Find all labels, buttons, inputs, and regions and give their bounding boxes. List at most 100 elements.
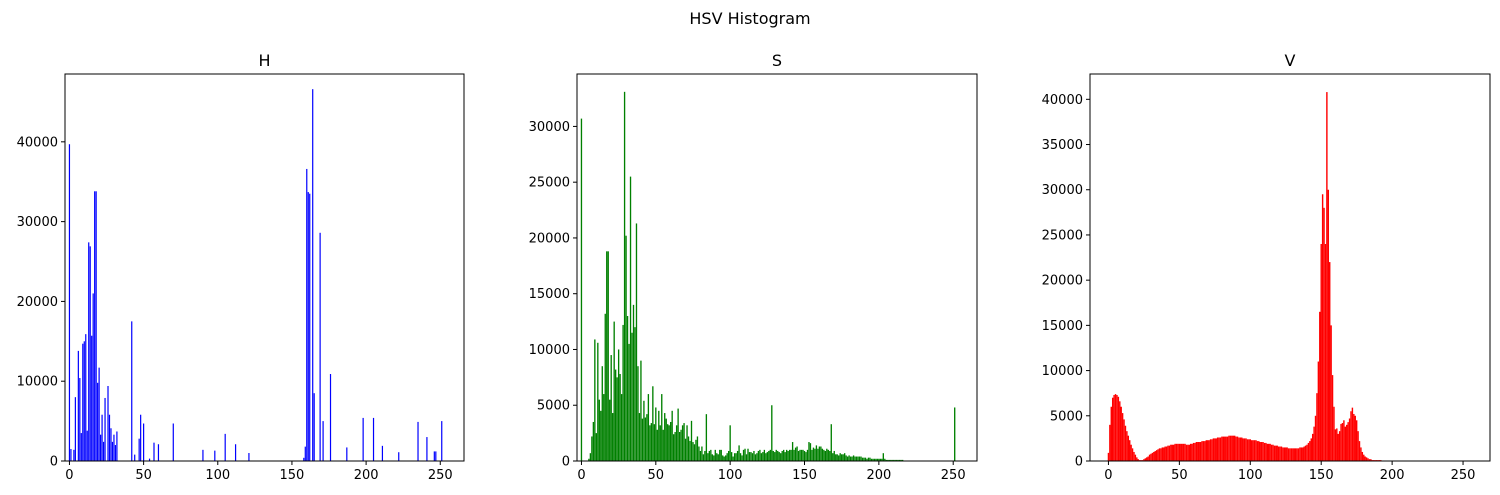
histogram-bar [1110,406,1112,461]
histogram-bar [900,459,902,461]
x-tick-label: 250 [941,468,966,483]
histogram-bar [888,459,890,461]
histogram-bar [858,456,861,461]
histogram-bar [690,420,693,461]
histogram-bar [787,450,789,461]
histogram-bar [1229,435,1232,461]
histogram-bar [1124,425,1127,461]
histogram-bar [629,176,632,462]
histogram-bar [594,339,596,461]
subplot-title: S [772,51,782,70]
histogram-bar [824,450,826,461]
histogram-bar [818,446,821,461]
histogram-bar [954,407,956,461]
histogram-bar [876,458,879,461]
histogram-bar [426,437,428,461]
histogram-bar [736,450,739,461]
histogram-bar [1297,448,1300,461]
histogram-bar [595,433,597,461]
histogram-bar [1256,441,1259,461]
histogram-bar [1197,442,1199,461]
histogram-bar [83,341,85,461]
histogram-bar [723,456,725,461]
y-tick-label: 35000 [1042,138,1083,153]
histogram-bar [80,433,82,461]
histogram-bar [172,423,174,461]
histogram-bar [1209,439,1212,461]
histogram-bar [852,455,855,461]
histogram-bar [1334,429,1337,461]
histogram-bar [1260,442,1263,461]
histogram-bar [138,438,140,461]
histogram-bar [699,450,702,461]
histogram-bar [644,417,647,461]
histogram-bar [1265,442,1267,461]
histogram-bar [1364,456,1366,461]
histogram-bar [1277,446,1280,461]
histogram-bar [1207,440,1209,461]
histogram-bar [890,459,892,461]
histogram-bar [622,324,624,461]
histogram-bar [433,451,435,461]
histogram-bar [70,449,72,461]
histogram-bar [148,458,151,461]
histogram-bar [786,449,788,461]
histogram-bar [649,425,651,461]
histogram-bar [1294,448,1297,461]
histogram-bar [647,394,650,461]
histogram-bar [1313,426,1315,461]
histogram-bar [843,453,846,461]
y-axis-ticks: 0 5000 10000 15000 20000 25000 30000 35000 40000 [1042,93,1090,470]
histogram-bar [1302,447,1304,461]
histogram-bar [730,452,733,461]
histogram-bar [681,425,684,461]
x-tick-label: 250 [428,468,453,483]
histogram-bar [628,343,630,461]
histogram-bar [769,449,771,461]
histogram-bar [672,434,675,461]
histogram-bar [754,454,757,461]
histogram-bar [726,453,728,461]
histogram-bar [1187,444,1189,461]
histogram-bar [94,191,96,462]
histogram-bar [702,454,705,461]
histogram-bar [626,316,629,461]
histogram-bar [1253,440,1256,461]
histogram-bar [665,418,667,461]
histogram-bar [1348,418,1351,461]
histogram-bar [887,459,889,461]
histogram-bar [234,444,237,461]
histogram-bar [742,449,745,461]
histogram-bar [735,453,737,461]
histogram-bar [1194,442,1196,461]
histogram-bar [741,455,743,461]
x-tick-label: 50 [135,468,152,483]
histogram-bar [1285,447,1287,461]
histogram-bar [1120,406,1122,461]
y-axis-ticks: 0 10000 20000 30000 40000 [17,135,65,470]
y-tick-label: 25000 [1042,228,1083,243]
histogram-bar [1181,443,1183,461]
histogram-bar [901,459,904,461]
histogram-bar [885,459,887,461]
histogram-bar [1351,407,1354,461]
histogram-bar [1350,411,1352,461]
histogram-bar [729,425,731,461]
histogram-bar [667,424,669,461]
histogram-bar [802,449,804,461]
histogram-bar [1129,440,1131,461]
histogram-bar [872,458,874,461]
histogram-bar [1116,394,1118,461]
histogram-bar [588,458,590,461]
histogram-bar [827,449,829,461]
histogram-bar [604,313,606,461]
histogram-bar [1239,437,1242,461]
histogram-bar [592,421,595,461]
histogram-bar [619,374,621,461]
x-tick-label: 200 [1380,468,1405,483]
histogram-bar [79,378,81,461]
x-tick-label: 0 [65,468,73,483]
histogram-bar [86,430,88,461]
histogram-bar [1289,448,1291,461]
histogram-bar [1114,394,1117,461]
